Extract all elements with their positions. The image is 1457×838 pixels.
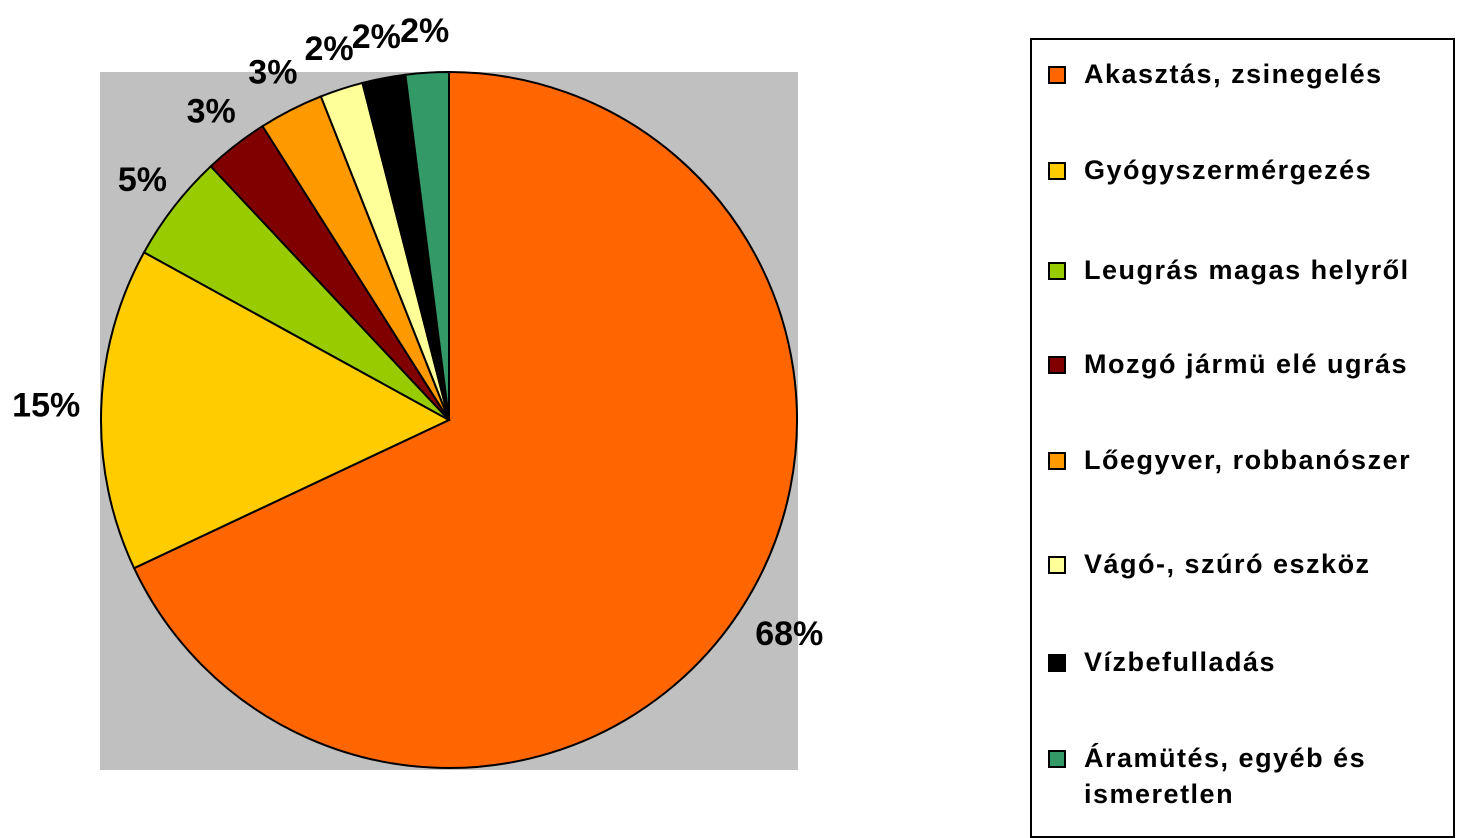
legend-label: Mozgó jármü elé ugrás: [1084, 349, 1409, 379]
legend-swatch: [1048, 162, 1066, 180]
legend-swatch: [1048, 452, 1066, 470]
legend-entry: Vágó-, szúró eszköz: [1048, 546, 1448, 582]
data-label: 3%: [187, 92, 236, 130]
data-label: 2%: [352, 18, 401, 56]
chart: 68%15%5%3%3%2%2% 2%: [12, 12, 823, 770]
data-label: 3%: [248, 53, 297, 91]
data-label: 68%: [755, 615, 823, 653]
legend-swatch: [1048, 750, 1066, 768]
legend-label: Lőegyver, robbanószer: [1084, 445, 1412, 475]
legend-entry: Vízbefulladás: [1048, 644, 1448, 680]
legend-entry: Lőegyver, robbanószer: [1048, 442, 1448, 478]
legend-swatch: [1048, 356, 1066, 374]
pie-slice: [132, 70, 798, 769]
legend-swatch: [1048, 262, 1066, 280]
legend-entry: Áramütés, egyéb és ismeretlen: [1048, 740, 1448, 812]
legend-label: Vágó-, szúró eszköz: [1084, 549, 1371, 579]
data-label: 5%: [118, 161, 167, 199]
legend-label: Gyógyszermérgezés: [1084, 155, 1373, 185]
legend-entry: Gyógyszermérgezés: [1048, 152, 1448, 188]
legend-label: Áramütés, egyéb és ismeretlen: [1084, 743, 1367, 809]
data-label: 2%: [305, 30, 354, 68]
legend: Akasztás, zsinegelés Gyógyszermérgezés Leu…: [1030, 38, 1455, 838]
legend-label: Leugrás magas helyről: [1084, 255, 1410, 285]
legend-swatch: [1048, 654, 1066, 672]
data-label: 2%: [400, 12, 449, 50]
legend-entry: Akasztás, zsinegelés: [1048, 56, 1448, 92]
legend-entry: Mozgó jármü elé ugrás: [1048, 346, 1448, 382]
legend-label: Vízbefulladás: [1084, 647, 1277, 677]
legend-entry: Leugrás magas helyről: [1048, 252, 1448, 288]
legend-swatch: [1048, 556, 1066, 574]
legend-label: Akasztás, zsinegelés: [1084, 59, 1383, 89]
data-label: 15%: [12, 386, 80, 424]
pie-slice: [404, 70, 450, 421]
legend-swatch: [1048, 66, 1066, 84]
pie-slice: [100, 250, 452, 570]
